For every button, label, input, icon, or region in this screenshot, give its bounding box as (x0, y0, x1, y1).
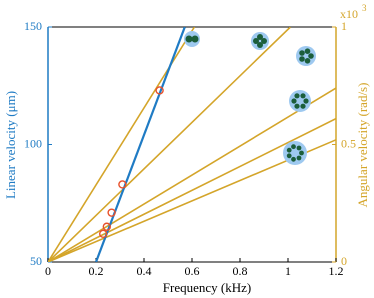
y2-tick-label: 0 (341, 254, 347, 268)
intersection-point (102, 222, 112, 231)
mode-icon (289, 90, 311, 112)
y-tick-label: 50 (30, 254, 42, 268)
y2-tick-label: 1 (341, 19, 347, 33)
y2-multiplier: x10 (340, 7, 358, 21)
y2-axis-label: Angular velocity (rad/s) (355, 83, 370, 208)
x-tick-label: 1 (285, 264, 291, 278)
intersection-point (118, 180, 127, 189)
series-line (48, 27, 291, 262)
intersection-point (107, 208, 116, 217)
y-tick-label: 150 (24, 19, 42, 33)
intersection-point (155, 86, 164, 95)
mode-icon (283, 141, 307, 165)
x-tick-label: 0 (45, 264, 51, 278)
x-tick-label: 0.6 (185, 264, 200, 278)
y2-exponent: 3 (362, 3, 367, 13)
mode-icons (184, 31, 316, 165)
y2-tick-label: 0.5 (341, 136, 356, 150)
x-tick-label: 1.2 (329, 264, 344, 278)
series-line (48, 117, 336, 262)
series-line (48, 87, 336, 262)
intersection-point (98, 229, 108, 239)
y-tick-label: 100 (24, 136, 42, 150)
mode-icon (296, 46, 316, 66)
x-axis-label: Frequency (kHz) (163, 280, 251, 295)
x-tick-label: 0.8 (233, 264, 248, 278)
x-tick-label: 0.2 (89, 264, 104, 278)
x-tick-label: 0.4 (137, 264, 152, 278)
mode-icon (184, 31, 200, 47)
series-line (94, 27, 186, 262)
mode-icon (251, 32, 269, 50)
y-axis-label: Linear velocity (μm) (3, 91, 18, 199)
